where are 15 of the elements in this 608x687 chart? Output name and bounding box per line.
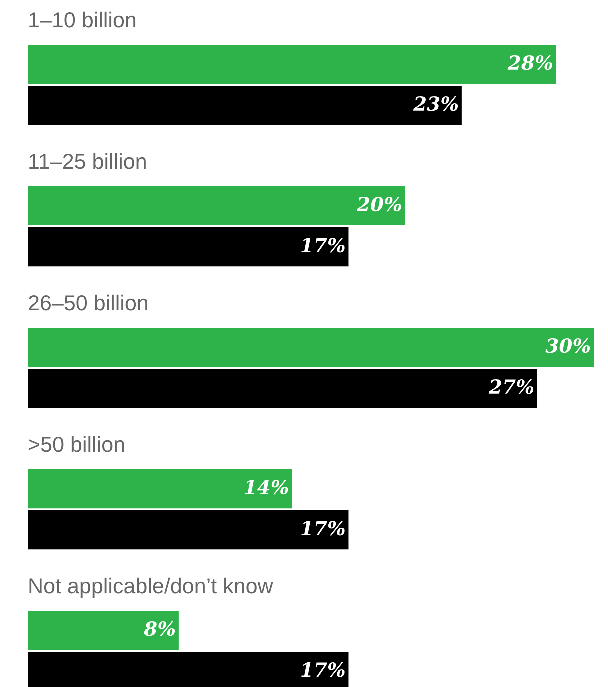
y-tick-label: 26–50 billion (29, 294, 148, 311)
data-label: 20% (356, 196, 402, 212)
data-label: 17% (302, 521, 345, 536)
data-label: 8% (144, 621, 176, 636)
y-tick-label: 1–10 billion (30, 12, 136, 28)
data-label: 17% (302, 238, 345, 253)
data-label: 23% (413, 96, 458, 112)
y-tick-label: 11–25 billion (30, 153, 146, 170)
data-label: 17% (302, 662, 345, 678)
data-label: 27% (488, 380, 534, 394)
y-tick-label: >50 billion (29, 436, 124, 452)
data-label: 30% (546, 338, 590, 354)
data-label: 28% (508, 55, 552, 70)
y-tick-label: Not applicable/don’t know (30, 578, 274, 598)
data-label: 14% (245, 480, 288, 495)
